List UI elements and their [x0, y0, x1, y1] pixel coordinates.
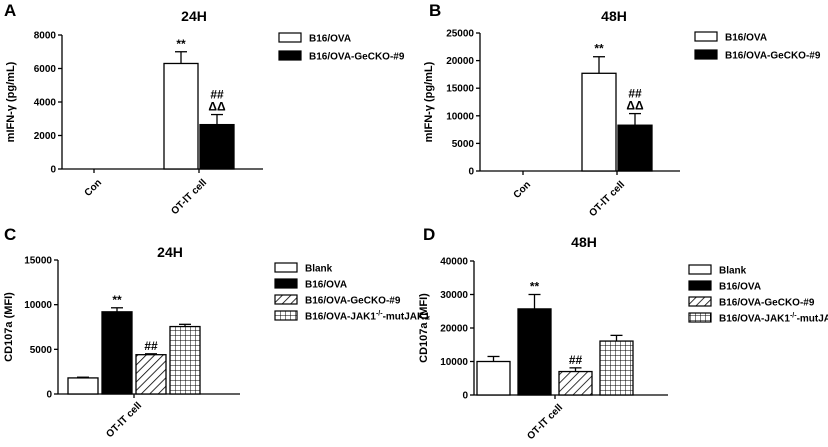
legend-label: Blank — [719, 266, 747, 277]
legend-label: B16/OVA-GeCKO-#9 — [305, 296, 401, 307]
y-tick-label: 0 — [468, 167, 474, 178]
y-tick-label: 0 — [462, 391, 468, 402]
bar-b16-ova — [581, 72, 617, 172]
legend-swatch — [278, 32, 302, 43]
bar-b16-ova-gecko-9 — [199, 123, 235, 170]
chart-panel-d: D 48H 0 10000 20000 30000 40000 CD107a (MFI) OT-… — [418, 225, 828, 442]
significance-mark: ΔΔ — [626, 99, 644, 113]
bar-b16-ova-gecko-9 — [617, 124, 653, 172]
significance-mark: ## — [210, 88, 224, 102]
legend-label: B16/OVA-GeCKO-#9 — [309, 52, 405, 63]
legend-swatch — [274, 310, 298, 321]
y-tick-label: 10000 — [446, 111, 474, 122]
legend-label: B16/OVA-GeCKO-#9 — [719, 298, 815, 309]
significance-mark: ** — [594, 42, 604, 56]
legend-swatch — [274, 262, 298, 273]
x-category-label: OT-ⅠT cell — [169, 177, 209, 217]
significance-mark: ## — [144, 339, 158, 353]
chart-panel-c: C 24H 0 5000 10000 15000 CD107a (MFI) OT-ⅠT cel… — [3, 225, 430, 440]
legend-swatch — [688, 280, 712, 291]
chart-title: 24H — [157, 244, 183, 260]
significance-mark: ** — [530, 280, 540, 294]
bar-b16-ova-gecko-9 — [558, 370, 593, 396]
legend-label: B16/OVA — [719, 282, 761, 293]
y-axis-label: mIFN-γ (pg/mL) — [5, 61, 17, 142]
legend-swatch — [274, 294, 298, 305]
legend-swatch — [688, 264, 712, 275]
y-tick-label: 0 — [50, 165, 56, 176]
y-axis-label: CD107a (MFI) — [3, 292, 15, 362]
y-tick-label: 20000 — [446, 56, 474, 67]
chart-title: 24H — [181, 8, 207, 24]
legend-swatch — [278, 50, 302, 61]
legend-swatch — [694, 31, 718, 42]
x-category-label: OT-ⅠT cell — [587, 179, 627, 219]
y-tick-label: 25000 — [446, 29, 474, 40]
y-tick-label: 5000 — [452, 139, 475, 150]
y-tick-label: 20000 — [440, 324, 468, 335]
chart-panel-b: B 48H 0 5000 10000 15000 20000 25000 mIFN-γ (pg/… — [423, 1, 821, 219]
bar-b16-ova-gecko-9 — [135, 354, 167, 395]
y-axis-label: mIFN-γ (pg/mL) — [423, 61, 435, 142]
panel-letter: A — [4, 1, 16, 20]
y-tick-label: 10000 — [440, 357, 468, 368]
y-tick-label: 40000 — [440, 257, 468, 268]
significance-mark: ** — [112, 293, 122, 307]
y-axis-label: CD107a (MFI) — [418, 293, 430, 363]
y-tick-label: 15000 — [446, 84, 474, 95]
bar-b16-ova — [163, 62, 199, 170]
y-tick-label: 5000 — [30, 345, 53, 356]
bar-b16-ova — [101, 311, 133, 395]
legend-label: B16/OVA-JAK1-/--mutJAK1 — [305, 311, 430, 323]
significance-mark: ** — [176, 37, 186, 51]
panel-letter: D — [423, 225, 435, 244]
significance-mark: ## — [569, 353, 583, 367]
legend-swatch — [274, 278, 298, 289]
y-tick-label: 8000 — [34, 31, 57, 42]
y-tick-label: 30000 — [440, 290, 468, 301]
legend-label: B16/OVA — [305, 280, 347, 291]
legend-swatch — [688, 296, 712, 307]
panel-letter: C — [4, 225, 16, 244]
y-tick-label: 0 — [46, 390, 52, 401]
bar-blank — [476, 360, 511, 396]
chart-title: 48H — [601, 8, 627, 24]
bar-b16-ova-jak1-mutjak1 — [169, 325, 201, 395]
chart-panel-a: A 24H 0 2000 4000 6000 8000 mIFN-γ (pg/mL) Con OT… — [4, 1, 405, 217]
bar-b16-ova-jak1-mutjak1 — [599, 340, 634, 396]
y-tick-label: 2000 — [34, 131, 57, 142]
significance-mark: ΔΔ — [208, 100, 226, 114]
legend-label: B16/OVA — [309, 34, 351, 45]
y-tick-label: 6000 — [34, 64, 57, 75]
x-category-label: Con — [83, 177, 105, 199]
legend-label: B16/OVA-GeCKO-#9 — [725, 51, 821, 62]
legend-label: Blank — [305, 264, 333, 275]
y-tick-label: 4000 — [34, 98, 57, 109]
legend-swatch — [688, 312, 712, 323]
x-category-label: Con — [512, 179, 534, 201]
legend-label: B16/OVA — [725, 33, 767, 44]
y-tick-label: 10000 — [24, 300, 52, 311]
panel-letter: B — [429, 1, 441, 20]
bar-b16-ova — [517, 308, 552, 396]
x-category-label: OT-ⅠT cell — [525, 402, 565, 442]
legend-swatch — [694, 49, 718, 60]
y-tick-label: 15000 — [24, 256, 52, 267]
chart-title: 48H — [571, 234, 597, 250]
significance-mark: ## — [628, 87, 642, 101]
legend-label: B16/OVA-JAK1-/--mutJAK1 — [719, 313, 828, 325]
x-category-label: OT-ⅠT cell — [104, 400, 144, 440]
bar-blank — [67, 377, 99, 395]
